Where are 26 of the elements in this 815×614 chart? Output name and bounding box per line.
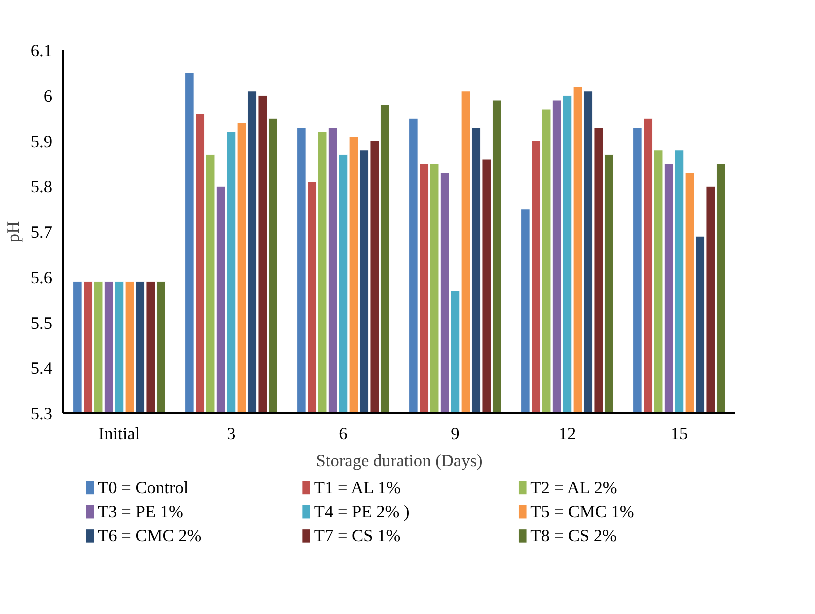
x-tick-label: 6	[339, 424, 348, 444]
legend-label: T7 = CS 1%	[314, 526, 401, 546]
legend-label: T3 = PE 1%	[98, 502, 184, 522]
y-tick-label: 5.5	[30, 314, 53, 333]
legend-label: T4 = PE 2% )	[314, 502, 410, 522]
y-tick-label: 5.9	[30, 132, 53, 152]
y-tick-label: 5.7	[30, 223, 53, 242]
x-tick-label: Initial	[98, 424, 140, 444]
y-tick-label: 5.3	[30, 404, 53, 424]
y-tick-label: 5.6	[30, 268, 53, 288]
legend-label: T0 = Control	[98, 478, 189, 498]
x-tick-label: 9	[451, 424, 460, 444]
x-axis-title: Storage duration (Days)	[316, 452, 483, 470]
y-tick-label: 6.1	[30, 42, 53, 60]
y-tick-label: 5.4	[30, 359, 53, 378]
legend-label: T6 = CMC 2%	[98, 526, 202, 546]
legend-label: T1 = AL 1%	[314, 478, 401, 498]
legend-label: T5 = CMC 1%	[530, 502, 634, 522]
y-tick-label: 5.8	[30, 178, 53, 197]
legend-label: T2 = AL 2%	[530, 478, 618, 498]
y-tick-label: 6	[44, 86, 53, 106]
y-axis-title: pH	[4, 221, 23, 243]
x-tick-label: 15	[670, 424, 688, 444]
legend-label: T8 = CS 2%	[530, 526, 617, 546]
x-tick-label: 12	[558, 424, 576, 444]
x-tick-label: 3	[227, 424, 236, 444]
